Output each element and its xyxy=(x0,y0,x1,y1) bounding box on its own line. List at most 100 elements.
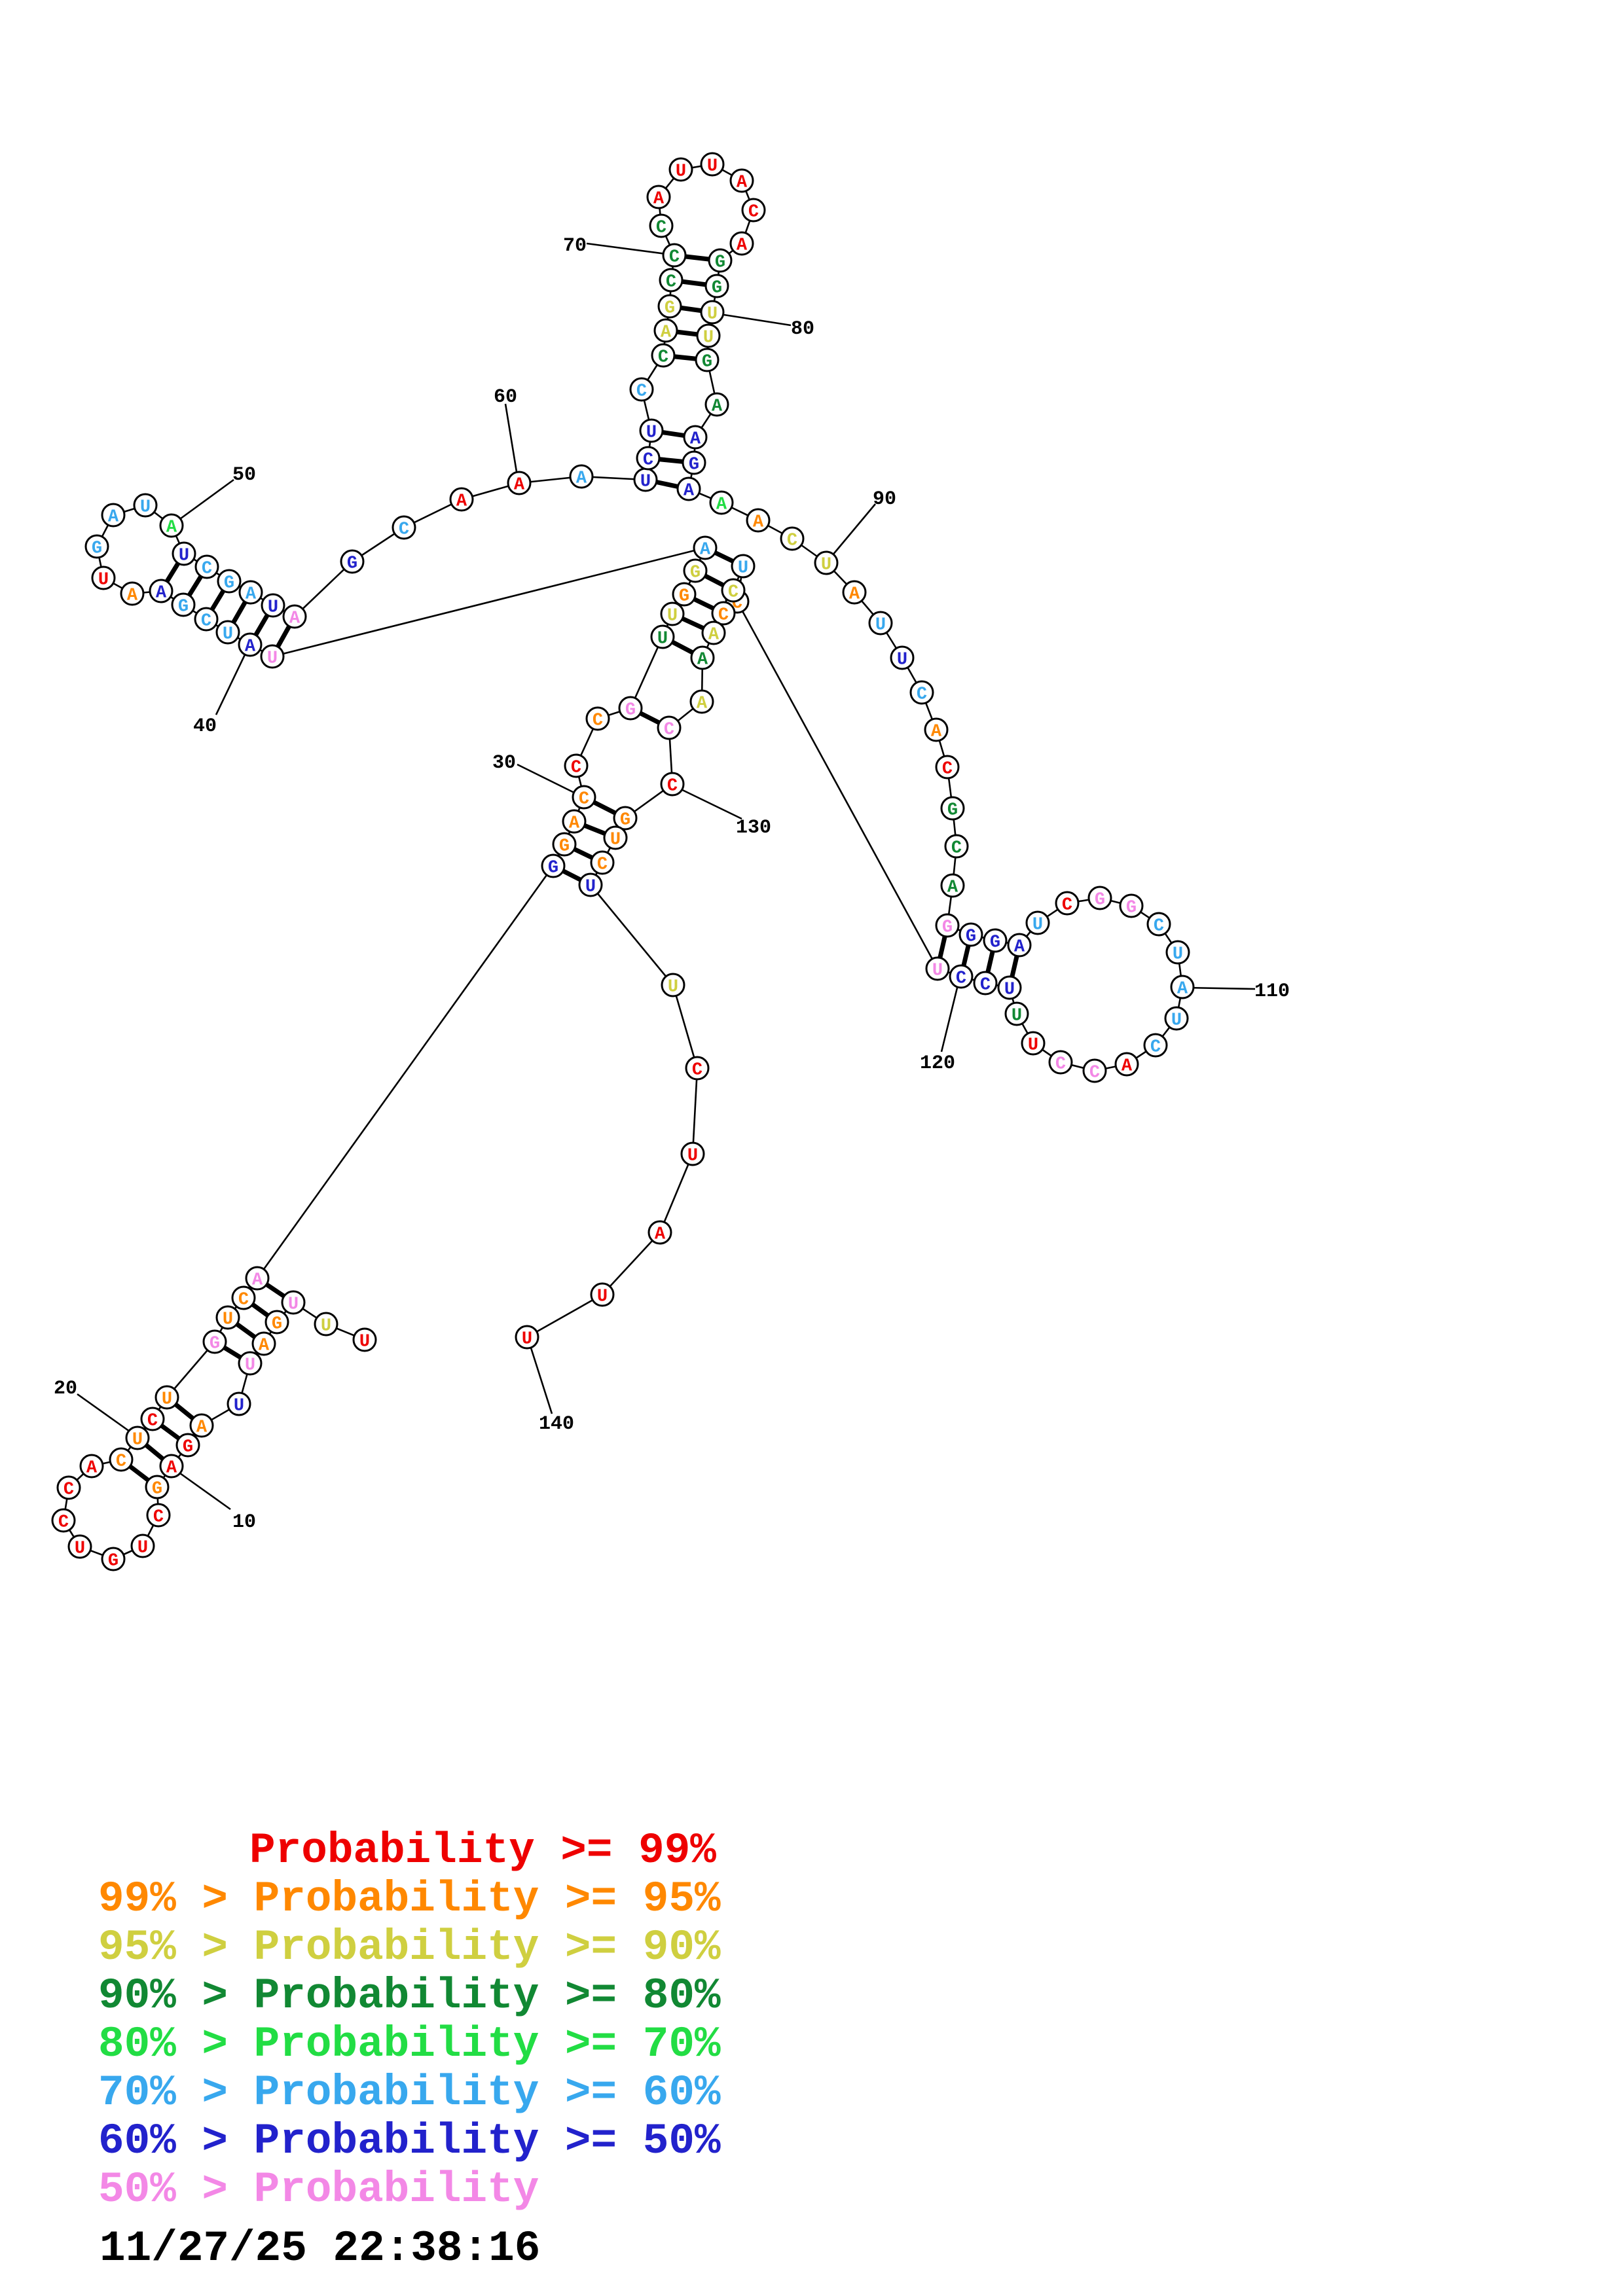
nucleotide-circle xyxy=(572,785,596,810)
nucleotide-base: A xyxy=(931,723,942,742)
nucleotide-circle xyxy=(260,644,285,669)
nucleotide-circle xyxy=(130,1534,155,1558)
nucleotide-base: U xyxy=(657,630,668,649)
nucleotide-base: U xyxy=(1028,1036,1038,1056)
nucleotide-base: C xyxy=(571,759,581,778)
position-label: 20 xyxy=(54,1378,77,1400)
nucleotide-circle xyxy=(940,796,965,821)
nucleotide-circle xyxy=(101,503,126,528)
nucleotide-circle xyxy=(683,425,708,450)
nucleotide-base: U xyxy=(646,423,657,443)
nucleotide-base: A xyxy=(737,236,748,256)
nucleotide-circle xyxy=(84,534,109,559)
nucleotide-circle xyxy=(120,581,145,606)
nucleotide-base: U xyxy=(359,1333,370,1352)
backbone-segment xyxy=(691,1067,699,1155)
nucleotide-base: A xyxy=(166,1459,177,1479)
nucleotide-circle xyxy=(194,554,219,579)
nucleotide-base: C xyxy=(980,976,991,996)
nucleotide-base: C xyxy=(201,612,211,632)
nucleotide-base: G xyxy=(712,279,722,298)
nucleotide-base: C xyxy=(748,203,759,223)
position-label: 120 xyxy=(920,1052,955,1075)
position-label: 90 xyxy=(873,488,896,511)
label-leader-line xyxy=(175,478,234,524)
nucleotide-circle xyxy=(814,550,839,575)
nucleotide-base: A xyxy=(1122,1057,1133,1077)
nucleotide-circle xyxy=(729,168,754,193)
position-label: 40 xyxy=(193,715,217,738)
nucleotide-circle xyxy=(944,834,969,859)
nucleotide-circle xyxy=(973,971,998,996)
nucleotide-circle xyxy=(683,558,708,583)
label-leader-line xyxy=(215,649,249,715)
nucleotide-base: G xyxy=(548,859,558,878)
label-leader-line xyxy=(504,403,519,480)
nucleotide-base: U xyxy=(1004,980,1015,1000)
nucleotide-circle xyxy=(708,248,733,273)
backbone-segment xyxy=(166,1341,215,1398)
nucleotide-circle xyxy=(171,592,196,617)
nucleotide-base: C xyxy=(1150,1038,1161,1058)
nucleotide-circle xyxy=(569,464,594,489)
nucleotide-circle xyxy=(657,294,682,319)
nucleotide-base: C xyxy=(238,1291,249,1310)
nucleotide-circle xyxy=(215,620,240,645)
nucleotide-circle xyxy=(685,1056,710,1081)
nucleotide-circle xyxy=(689,689,714,714)
nucleotide-base: U xyxy=(288,1295,299,1315)
nucleotide-circle xyxy=(392,515,416,540)
nucleotide-base: A xyxy=(252,1271,263,1291)
nucleotide-circle xyxy=(238,632,263,657)
nucleotide-base: A xyxy=(196,1418,208,1438)
nucleotide-circle xyxy=(603,825,628,850)
nucleotide-base: C xyxy=(399,520,409,540)
nucleotide-base: C xyxy=(597,855,608,875)
nucleotide-circle xyxy=(649,213,674,238)
nucleotide-circle xyxy=(1087,886,1112,910)
legend-row: 80% > Probability >= 70% xyxy=(98,2020,721,2069)
nucleotide-circle xyxy=(662,243,687,268)
nucleotide-circle xyxy=(842,580,867,605)
label-leader-line xyxy=(175,1469,231,1511)
nucleotide-base: A xyxy=(456,492,467,512)
nucleotide-circle xyxy=(175,1433,200,1458)
nucleotide-base: A xyxy=(684,482,695,501)
nucleotide-base: A xyxy=(86,1459,98,1479)
nucleotide-circle xyxy=(91,565,116,590)
nucleotide-base: C xyxy=(643,451,653,471)
nucleotide-base: G xyxy=(620,811,630,831)
nucleotide-base: U xyxy=(897,651,907,670)
nucleotide-base: A xyxy=(1014,938,1025,958)
nucleotide-base: U xyxy=(162,1390,172,1410)
nucleotide-base: C xyxy=(669,248,680,268)
nucleotide-circle xyxy=(101,1547,126,1571)
nucleotide-base: A xyxy=(655,1225,666,1245)
nucleotide-circle xyxy=(700,152,725,177)
nucleotide-base: U xyxy=(667,607,678,626)
label-leader-line xyxy=(828,503,876,560)
nucleotide-circle xyxy=(155,1385,179,1410)
nucleotide-circle xyxy=(924,717,949,742)
nucleotide-circle xyxy=(125,1426,150,1450)
nucleotide-base: U xyxy=(821,556,831,575)
position-label: 30 xyxy=(492,752,516,774)
nucleotide-base: G xyxy=(178,598,189,617)
nucleotide-base: A xyxy=(569,814,580,834)
nucleotide-circle xyxy=(1007,933,1032,958)
legend-row: 90% > Probability >= 80% xyxy=(98,1971,721,2020)
nucleotide-base: G xyxy=(715,253,725,273)
label-leader-line xyxy=(586,242,672,256)
nucleotide-circle xyxy=(564,753,589,778)
nucleotide-base: U xyxy=(75,1539,85,1559)
nucleotide-circle xyxy=(695,348,720,372)
nucleotide-circle xyxy=(145,1475,170,1499)
nucleotide-base: C xyxy=(718,606,729,626)
nucleotide-base: C xyxy=(942,760,953,780)
nucleotide-circle xyxy=(1055,891,1080,916)
nucleotide-circle xyxy=(51,1508,76,1533)
nucleotide-circle xyxy=(672,582,697,607)
nucleotide-base: C xyxy=(728,583,739,603)
nucleotide-circle xyxy=(668,157,693,182)
